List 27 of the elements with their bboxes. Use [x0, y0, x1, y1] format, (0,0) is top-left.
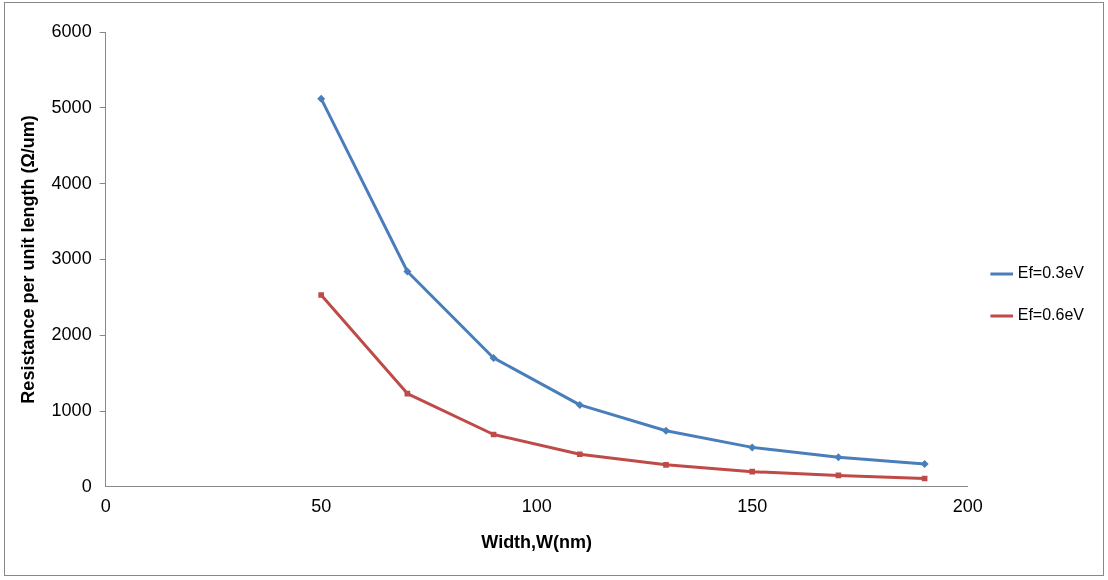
point — [318, 292, 324, 298]
x-axis-title: Width,W(nm) — [481, 532, 593, 553]
y-tick-label: 3000 — [51, 248, 92, 269]
x-tick-label: 100 — [521, 495, 552, 516]
legend-label: Ef=0.3eV — [1017, 264, 1085, 282]
y-tick-label: 0 — [81, 475, 92, 496]
legend-label: Ef=0.6eV — [1017, 306, 1085, 324]
x-tick-label: 200 — [952, 495, 983, 516]
point — [403, 267, 412, 276]
y-tick-label: 1000 — [51, 399, 92, 420]
point — [489, 353, 498, 362]
x-tick-label: 150 — [737, 495, 768, 516]
x-tick-label: 50 — [311, 495, 332, 516]
x-tick-label: 0 — [100, 495, 111, 516]
y-tick-label: 5000 — [51, 96, 92, 117]
point — [317, 94, 326, 103]
point — [748, 443, 757, 452]
point — [749, 468, 756, 475]
y-tick-label: 4000 — [51, 172, 92, 193]
y-tick-label: 6000 — [51, 20, 92, 41]
y-tick-label: 2000 — [51, 324, 92, 345]
point — [663, 461, 669, 468]
point — [662, 426, 670, 435]
point — [576, 451, 583, 458]
point — [920, 460, 929, 469]
point — [575, 400, 584, 409]
y-axis-title: Resistance per unit length (Ω/um) — [17, 115, 38, 404]
